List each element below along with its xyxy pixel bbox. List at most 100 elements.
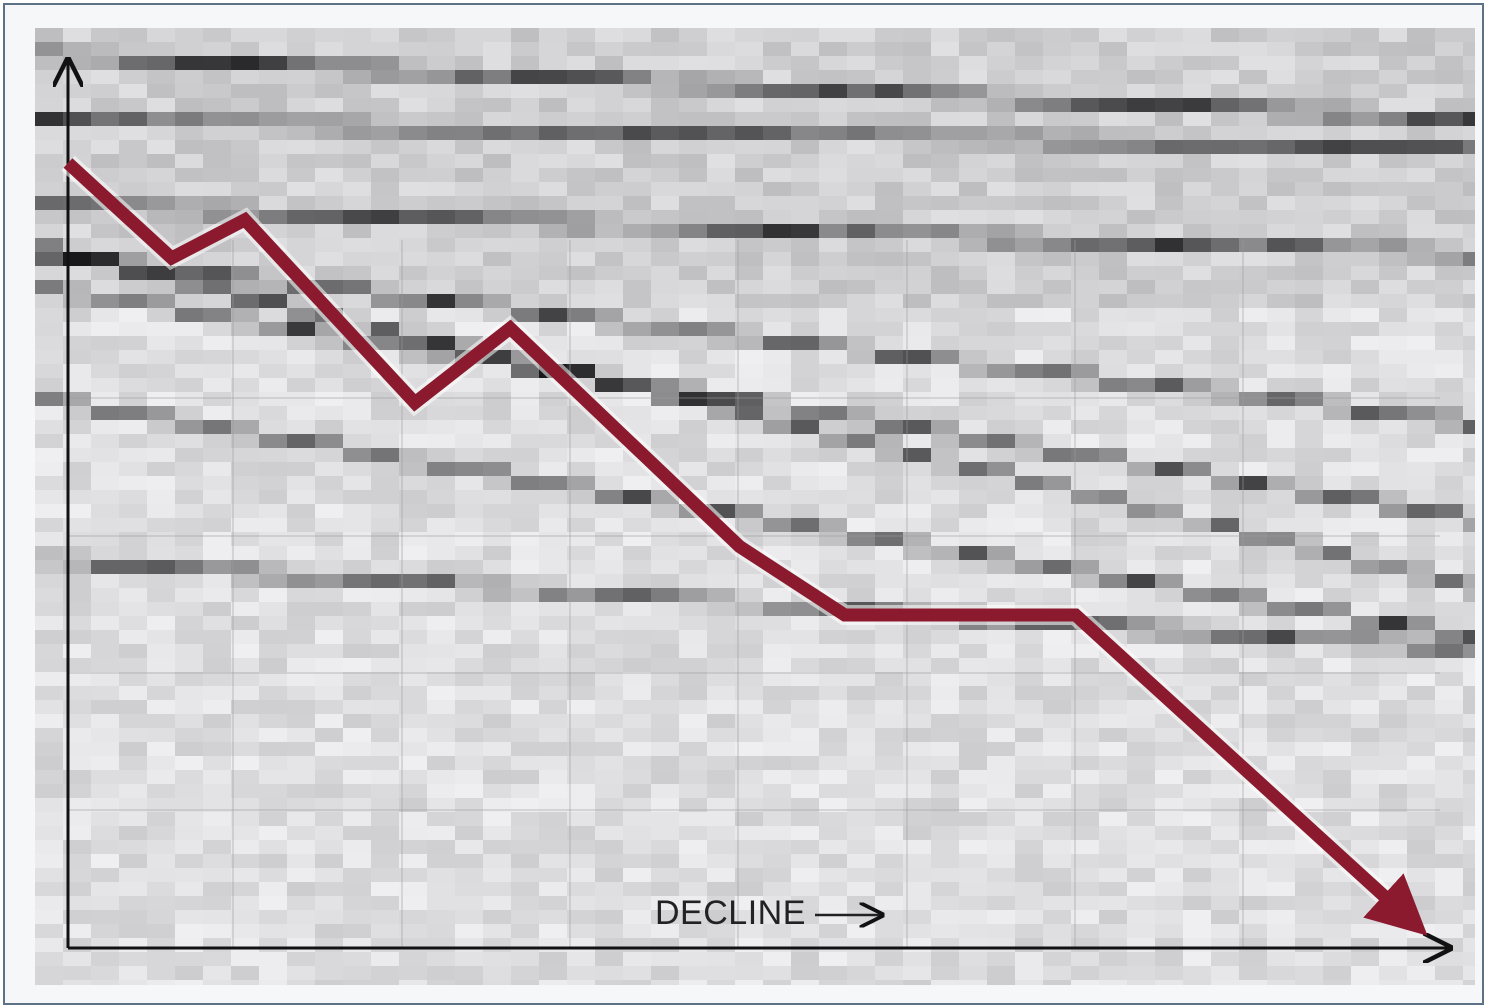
texture-cell xyxy=(819,756,848,771)
texture-cell xyxy=(959,854,988,869)
texture-cell xyxy=(1211,56,1240,71)
texture-cell xyxy=(259,378,288,393)
texture-cell xyxy=(679,378,708,393)
texture-cell xyxy=(1435,966,1464,981)
texture-cell xyxy=(539,952,568,967)
texture-cell xyxy=(875,896,904,911)
texture-cell xyxy=(343,28,372,43)
texture-cell xyxy=(763,504,792,519)
texture-cell xyxy=(1379,98,1408,113)
texture-cell xyxy=(455,112,484,127)
texture-cell xyxy=(1211,518,1240,533)
texture-cell xyxy=(595,336,624,351)
texture-cell xyxy=(427,504,456,519)
texture-cell xyxy=(679,868,708,883)
texture-cell xyxy=(595,910,624,925)
texture-cell xyxy=(959,448,988,463)
texture-cell xyxy=(931,924,960,939)
texture-cell xyxy=(1463,182,1475,197)
texture-cell xyxy=(595,280,624,295)
texture-cell xyxy=(1155,336,1184,351)
texture-cell xyxy=(343,266,372,281)
texture-cell xyxy=(287,364,316,379)
texture-cell xyxy=(119,70,148,85)
texture-cell xyxy=(1351,266,1380,281)
texture-cell xyxy=(1071,896,1100,911)
texture-cell xyxy=(511,882,540,897)
texture-cell xyxy=(63,224,92,239)
texture-cell xyxy=(875,854,904,869)
texture-cell xyxy=(1099,364,1128,379)
texture-cell xyxy=(1071,140,1100,155)
texture-cell xyxy=(1183,308,1212,323)
texture-cell xyxy=(1155,798,1184,813)
texture-cell xyxy=(847,518,876,533)
texture-cell xyxy=(763,28,792,43)
texture-cell xyxy=(147,966,176,981)
texture-cell xyxy=(343,840,372,855)
texture-cell xyxy=(623,406,652,421)
texture-cell xyxy=(427,812,456,827)
texture-cell xyxy=(1127,924,1156,939)
texture-cell xyxy=(763,854,792,869)
texture-cell xyxy=(1155,966,1184,981)
texture-cell xyxy=(623,126,652,141)
texture-cell xyxy=(1463,574,1475,589)
texture-cell xyxy=(595,658,624,673)
texture-cell xyxy=(1435,602,1464,617)
texture-cell xyxy=(763,588,792,603)
texture-cell xyxy=(147,616,176,631)
texture-cell xyxy=(959,98,988,113)
texture-cell xyxy=(987,840,1016,855)
texture-cell xyxy=(539,280,568,295)
texture-cell xyxy=(567,938,596,953)
texture-cell xyxy=(427,770,456,785)
texture-cell xyxy=(1127,112,1156,127)
texture-cell xyxy=(427,924,456,939)
texture-cell xyxy=(875,504,904,519)
texture-cell xyxy=(35,308,64,323)
texture-cell xyxy=(63,980,92,985)
texture-cell xyxy=(1043,546,1072,561)
texture-cell xyxy=(1183,266,1212,281)
texture-cell xyxy=(959,952,988,967)
texture-cell xyxy=(371,182,400,197)
texture-cell xyxy=(987,280,1016,295)
texture-cell xyxy=(959,392,988,407)
texture-cell xyxy=(1183,210,1212,225)
texture-cell xyxy=(539,910,568,925)
texture-cell xyxy=(847,896,876,911)
texture-cell xyxy=(483,854,512,869)
texture-cell xyxy=(959,350,988,365)
texture-cell xyxy=(1379,252,1408,267)
texture-cell xyxy=(791,294,820,309)
texture-cell xyxy=(623,364,652,379)
texture-cell xyxy=(595,602,624,617)
texture-cell xyxy=(175,378,204,393)
texture-cell xyxy=(1267,322,1296,337)
texture-cell xyxy=(91,658,120,673)
texture-cell xyxy=(175,434,204,449)
texture-cell xyxy=(399,336,428,351)
texture-cell xyxy=(1211,812,1240,827)
texture-cell xyxy=(959,686,988,701)
texture-cell xyxy=(147,714,176,729)
texture-cell xyxy=(511,854,540,869)
texture-cell xyxy=(959,980,988,985)
texture-cell xyxy=(623,742,652,757)
texture-cell xyxy=(1435,686,1464,701)
texture-cell xyxy=(1015,504,1044,519)
texture-cell xyxy=(511,602,540,617)
texture-cell xyxy=(315,784,344,799)
texture-cell xyxy=(1351,476,1380,491)
texture-cell xyxy=(847,574,876,589)
texture-cell xyxy=(959,756,988,771)
texture-cell xyxy=(1267,266,1296,281)
texture-cell xyxy=(63,28,92,43)
texture-cell xyxy=(259,938,288,953)
texture-cell xyxy=(343,532,372,547)
texture-cell xyxy=(791,910,820,925)
texture-cell xyxy=(147,742,176,757)
texture-cell xyxy=(959,322,988,337)
texture-cell xyxy=(427,742,456,757)
